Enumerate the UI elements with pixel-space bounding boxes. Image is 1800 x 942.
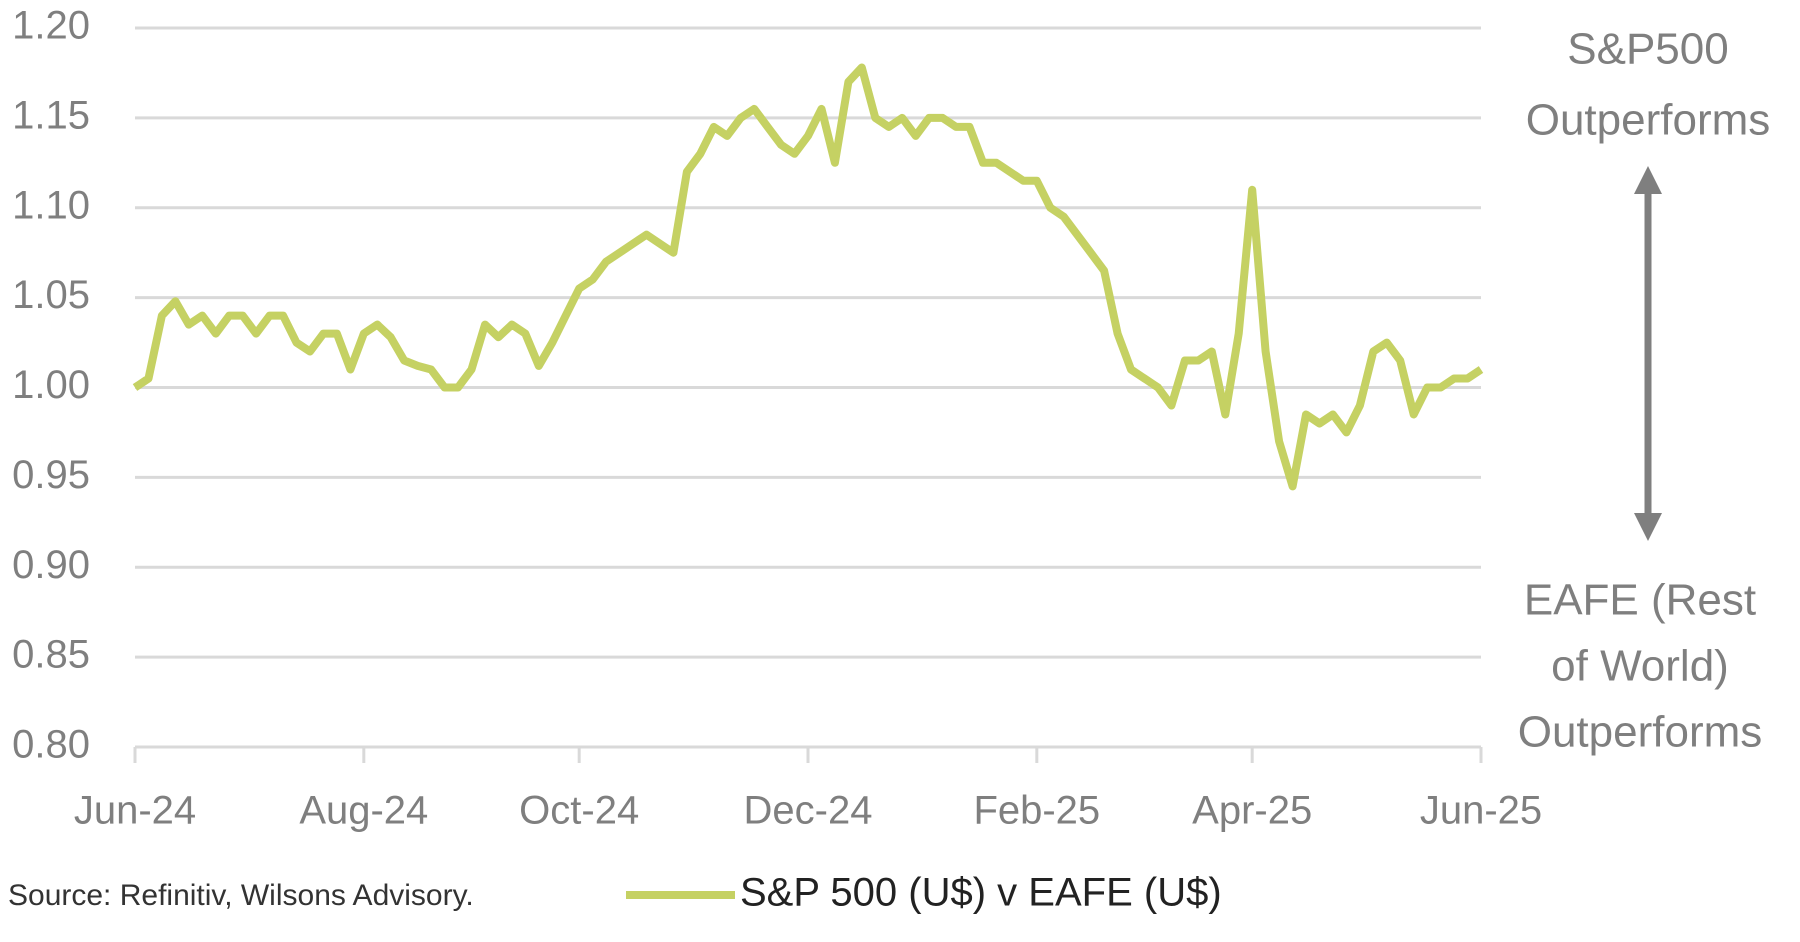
y-tick-label: 0.90 [12, 543, 90, 587]
y-tick-label: 0.95 [12, 453, 90, 497]
y-tick-label: 0.85 [12, 633, 90, 677]
annotation: S&P500 [1567, 25, 1728, 74]
annotation: EAFE (Rest [1524, 576, 1756, 625]
y-tick-label: 1.00 [12, 363, 90, 407]
y-tick-label: 1.20 [12, 4, 90, 48]
annotation: Outperforms [1518, 708, 1763, 757]
line [132, 63, 1484, 491]
y-tick-label: 0.80 [12, 723, 90, 767]
x-tick-label: Jun-24 [74, 789, 196, 833]
legend-label: S&P 500 (U$) v EAFE (U$) [740, 871, 1222, 915]
x-tick-label: Jun-25 [1420, 789, 1542, 833]
x-tick-label: Dec-24 [744, 789, 873, 833]
source: Source: Refinitiv, Wilsons Advisory. [8, 879, 474, 912]
annotation: Outperforms [1526, 96, 1771, 145]
x-tick-label: Feb-25 [973, 789, 1100, 833]
annotation: of World) [1551, 642, 1729, 691]
x-tick-label: Oct-24 [519, 789, 639, 833]
y-tick-label: 1.15 [12, 93, 90, 137]
y-tick-label: 1.10 [12, 183, 90, 227]
x-tick-label: Apr-25 [1192, 789, 1312, 833]
y-tick-label: 1.05 [12, 273, 90, 317]
x-tick-label: Aug-24 [299, 789, 428, 833]
